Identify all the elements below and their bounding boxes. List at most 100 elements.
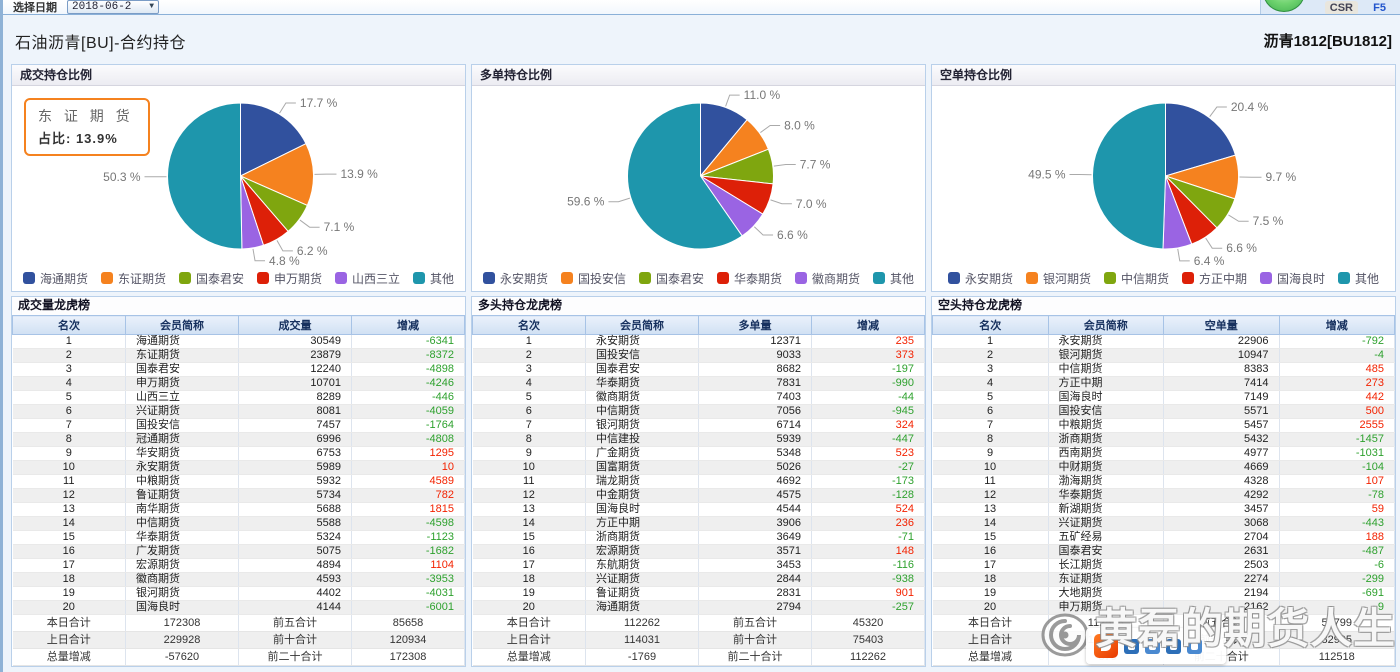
member-name-link[interactable]: 西南期货	[1048, 446, 1164, 461]
member-name-link[interactable]: 中金期货	[585, 488, 699, 503]
member-name-link[interactable]: 中信期货	[1048, 362, 1164, 377]
legend-item[interactable]: 国泰君安	[638, 270, 704, 287]
pie-label-line	[753, 226, 774, 236]
member-name-link[interactable]: 东航期货	[585, 558, 699, 573]
refresh-f5-button[interactable]: F5	[1373, 2, 1386, 14]
legend-item[interactable]: 海通期货	[22, 270, 88, 287]
member-name-link[interactable]: 国泰君安	[125, 362, 239, 377]
legend-item[interactable]: 徽商期货	[795, 270, 860, 287]
member-name-link[interactable]: 冠通期货	[125, 432, 239, 447]
member-name-link[interactable]: 方正中期	[1048, 376, 1164, 391]
pie-slice[interactable]	[1092, 102, 1166, 250]
legend-item[interactable]: 东证期货	[100, 270, 166, 287]
pie-slice[interactable]	[240, 102, 307, 177]
member-name-link[interactable]: 浙商期货	[1048, 432, 1164, 447]
legend-item[interactable]: 中信期货	[1103, 270, 1169, 287]
member-name-link[interactable]: 东证期货	[125, 348, 239, 363]
member-name-link[interactable]: 国海良时	[1048, 390, 1164, 405]
pie-slice[interactable]	[239, 143, 314, 207]
member-name-link[interactable]: 五矿经易	[1048, 530, 1164, 545]
legend-item[interactable]: 永安期货	[947, 270, 1013, 287]
member-name-link[interactable]: 国海良时	[585, 502, 699, 517]
member-name-link[interactable]: 长江期货	[1048, 558, 1164, 573]
column-header[interactable]: 增减	[1278, 315, 1395, 335]
member-name-link[interactable]: 兴证期货	[585, 572, 699, 587]
legend-item[interactable]: 其他	[1338, 270, 1379, 287]
column-header[interactable]: 名次	[472, 315, 586, 335]
pie-slice[interactable]	[627, 102, 743, 250]
column-header[interactable]: 增减	[351, 315, 465, 335]
column-header[interactable]: 名次	[12, 315, 126, 335]
member-name-link[interactable]: 华泰期货	[125, 530, 239, 545]
member-name-link[interactable]: 中财期货	[1048, 460, 1164, 475]
legend-item[interactable]: 山西三立	[335, 270, 400, 287]
legend-item[interactable]: 银河期货	[1025, 270, 1091, 287]
date-select[interactable]: 2018-06-2 ▼	[67, 0, 159, 14]
member-name-link[interactable]: 浙商期货	[585, 530, 699, 545]
column-header[interactable]: 名次	[932, 315, 1049, 335]
member-name-link[interactable]: 方正中期	[585, 516, 699, 531]
member-name-link[interactable]: 广发期货	[125, 544, 239, 559]
member-name-link[interactable]: 银河期货	[125, 586, 239, 601]
member-name-link[interactable]: 东证期货	[1048, 572, 1164, 587]
member-name-link[interactable]: 华泰期货	[585, 376, 699, 391]
member-name-link[interactable]: 国海良时	[125, 600, 239, 615]
member-name-link[interactable]: 中粮期货	[1048, 418, 1164, 433]
column-header[interactable]: 增减	[811, 315, 925, 335]
member-name-link[interactable]: 永安期货	[1048, 334, 1164, 349]
legend-item[interactable]: 国海良时	[1260, 270, 1325, 287]
member-name-link[interactable]: 山西三立	[125, 390, 239, 405]
member-name-link[interactable]: 瑞龙期货	[585, 474, 699, 489]
member-name-link[interactable]: 中信期货	[585, 404, 699, 419]
member-name-link[interactable]: 申万期货	[1048, 600, 1164, 615]
pie-slice[interactable]	[1165, 102, 1237, 177]
member-name-link[interactable]: 永安期货	[585, 334, 699, 349]
column-header[interactable]: 会员简称	[125, 315, 239, 335]
member-name-link[interactable]: 南华期货	[125, 502, 239, 517]
legend-item[interactable]: 永安期货	[482, 270, 548, 287]
member-name-link[interactable]: 中粮期货	[125, 474, 239, 489]
member-name-link[interactable]: 国投安信	[1048, 404, 1164, 419]
member-name-link[interactable]: 国泰君安	[1048, 544, 1164, 559]
column-header[interactable]: 会员简称	[585, 315, 699, 335]
member-name-link[interactable]: 华安期货	[125, 446, 239, 461]
member-name-link[interactable]: 银河期货	[585, 418, 699, 433]
member-name-link[interactable]: 渤海期货	[1048, 474, 1164, 489]
pie-slice[interactable]	[167, 102, 243, 250]
member-name-link[interactable]: 中信期货	[125, 516, 239, 531]
legend-item[interactable]: 申万期货	[257, 270, 322, 287]
member-name-link[interactable]: 宏源期货	[585, 544, 699, 559]
member-name-link[interactable]: 永安期货	[125, 460, 239, 475]
member-name-link[interactable]: 国富期货	[585, 460, 699, 475]
column-header[interactable]: 空单量	[1163, 315, 1280, 335]
member-name-link[interactable]: 国投安信	[585, 348, 699, 363]
member-name-link[interactable]: 国投安信	[125, 418, 239, 433]
legend-item[interactable]: 国投安信	[560, 270, 626, 287]
member-name-link[interactable]: 中信建投	[585, 432, 699, 447]
member-name-link[interactable]: 大地期货	[1048, 586, 1164, 601]
member-name-link[interactable]: 广金期货	[585, 446, 699, 461]
member-name-link[interactable]: 海通期货	[585, 600, 699, 615]
member-name-link[interactable]: 兴证期货	[1048, 516, 1164, 531]
member-name-link[interactable]: 鲁证期货	[585, 586, 699, 601]
column-header[interactable]: 会员简称	[1047, 315, 1164, 335]
member-name-link[interactable]: 申万期货	[125, 376, 239, 391]
member-name-link[interactable]: 徽商期货	[585, 390, 699, 405]
member-name-link[interactable]: 鲁证期货	[125, 488, 239, 503]
member-name-link[interactable]: 徽商期货	[125, 572, 239, 587]
csr-button[interactable]: CSR	[1324, 1, 1358, 14]
legend-item[interactable]: 其他	[873, 270, 914, 287]
member-name-link[interactable]: 华泰期货	[1048, 488, 1164, 503]
member-name-link[interactable]: 宏源期货	[125, 558, 239, 573]
legend-item[interactable]: 国泰君安	[178, 270, 244, 287]
legend-item[interactable]: 方正中期	[1182, 270, 1247, 287]
column-header[interactable]: 多单量	[698, 315, 812, 335]
member-name-link[interactable]: 国泰君安	[585, 362, 699, 377]
column-header[interactable]: 成交量	[238, 315, 352, 335]
legend-item[interactable]: 其他	[413, 270, 454, 287]
legend-item[interactable]: 华泰期货	[717, 270, 782, 287]
member-name-link[interactable]: 银河期货	[1048, 348, 1164, 363]
member-name-link[interactable]: 海通期货	[125, 334, 239, 349]
member-name-link[interactable]: 兴证期货	[125, 404, 239, 419]
member-name-link[interactable]: 新湖期货	[1048, 502, 1164, 517]
